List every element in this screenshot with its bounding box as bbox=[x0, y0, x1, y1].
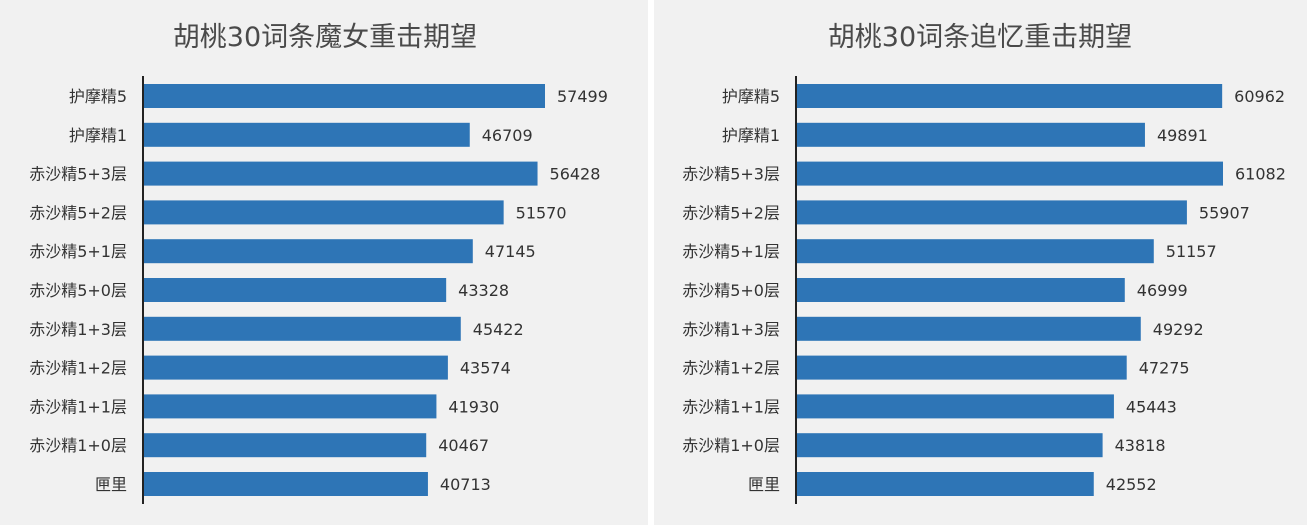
bar bbox=[797, 200, 1187, 225]
bar bbox=[797, 161, 1223, 186]
data-label: 45443 bbox=[1126, 397, 1177, 416]
category-label: 匣里 bbox=[748, 475, 780, 494]
chart-panel-left: 胡桃30词条魔女重击期望 护摩精5 57499 护摩精1 46709 赤沙精5+3层 56… bbox=[0, 0, 648, 525]
bar bbox=[797, 239, 1154, 264]
category-label: 赤沙精5+0层 bbox=[29, 281, 127, 300]
category-label: 护摩精1 bbox=[69, 126, 127, 145]
category-label: 赤沙精1+0层 bbox=[29, 436, 127, 455]
category-label: 匣里 bbox=[95, 475, 127, 494]
bar bbox=[797, 355, 1127, 380]
data-label: 45422 bbox=[473, 320, 524, 339]
category-label: 护摩精1 bbox=[722, 126, 780, 145]
category-label: 赤沙精5+1层 bbox=[29, 242, 127, 261]
data-label: 49891 bbox=[1157, 126, 1208, 145]
chart-svg-left: 胡桃30词条魔女重击期望 护摩精5 57499 护摩精1 46709 赤沙精5+3层 56… bbox=[29, 22, 608, 504]
category-label: 赤沙精1+3层 bbox=[682, 320, 780, 339]
bar bbox=[144, 394, 437, 419]
category-label: 赤沙精1+2层 bbox=[29, 359, 127, 378]
category-label: 赤沙精1+0层 bbox=[682, 436, 780, 455]
category-label: 赤沙精5+1层 bbox=[682, 242, 780, 261]
data-label: 51570 bbox=[516, 203, 567, 222]
chart-title: 胡桃30词条追忆重击期望 bbox=[828, 22, 1132, 53]
data-label: 57499 bbox=[557, 87, 608, 106]
bar bbox=[144, 122, 470, 147]
data-label: 40713 bbox=[440, 475, 491, 494]
category-label: 赤沙精1+2层 bbox=[682, 359, 780, 378]
category-label: 赤沙精1+1层 bbox=[682, 397, 780, 416]
bar bbox=[144, 278, 447, 302]
bar bbox=[797, 433, 1103, 458]
bar bbox=[144, 161, 538, 186]
data-label: 60962 bbox=[1234, 87, 1285, 106]
data-label: 51157 bbox=[1166, 242, 1217, 261]
category-label: 赤沙精5+2层 bbox=[29, 203, 127, 222]
chart-title: 胡桃30词条魔女重击期望 bbox=[173, 22, 477, 53]
data-label: 56428 bbox=[550, 165, 601, 184]
bar bbox=[144, 355, 448, 380]
data-label: 43328 bbox=[458, 281, 509, 300]
data-label: 43574 bbox=[460, 359, 511, 378]
bar bbox=[144, 239, 473, 264]
data-label: 41930 bbox=[448, 397, 499, 416]
data-label: 40467 bbox=[438, 436, 489, 455]
category-label: 赤沙精5+3层 bbox=[682, 165, 780, 184]
bar bbox=[144, 433, 427, 458]
bar bbox=[797, 472, 1094, 496]
data-label: 47145 bbox=[485, 242, 536, 261]
category-label: 赤沙精5+3层 bbox=[29, 165, 127, 184]
category-label: 赤沙精1+3层 bbox=[29, 320, 127, 339]
bar bbox=[144, 472, 428, 496]
data-label: 49292 bbox=[1153, 320, 1204, 339]
data-label: 42552 bbox=[1106, 475, 1157, 494]
bar bbox=[797, 84, 1223, 108]
bar bbox=[144, 84, 545, 108]
data-label: 61082 bbox=[1235, 165, 1286, 184]
bar bbox=[797, 122, 1145, 147]
category-label: 护摩精5 bbox=[722, 87, 780, 106]
bar bbox=[144, 200, 504, 225]
bar bbox=[144, 316, 461, 341]
category-label: 赤沙精5+0层 bbox=[682, 281, 780, 300]
chart-panel-right: 胡桃30词条追忆重击期望 护摩精5 60962 护摩精1 49891 赤沙精5+3层 61… bbox=[654, 0, 1307, 525]
panel-divider bbox=[648, 0, 654, 525]
bar bbox=[797, 278, 1125, 302]
data-label: 46709 bbox=[482, 126, 533, 145]
data-label: 43818 bbox=[1115, 436, 1166, 455]
bar bbox=[797, 394, 1114, 419]
bar bbox=[797, 316, 1141, 341]
data-label: 55907 bbox=[1199, 203, 1250, 222]
data-label: 47275 bbox=[1139, 359, 1190, 378]
category-label: 赤沙精1+1层 bbox=[29, 397, 127, 416]
category-label: 护摩精5 bbox=[69, 87, 127, 106]
chart-svg-right: 胡桃30词条追忆重击期望 护摩精5 60962 护摩精1 49891 赤沙精5+3层 61… bbox=[682, 22, 1286, 504]
category-label: 赤沙精5+2层 bbox=[682, 203, 780, 222]
data-label: 46999 bbox=[1137, 281, 1188, 300]
